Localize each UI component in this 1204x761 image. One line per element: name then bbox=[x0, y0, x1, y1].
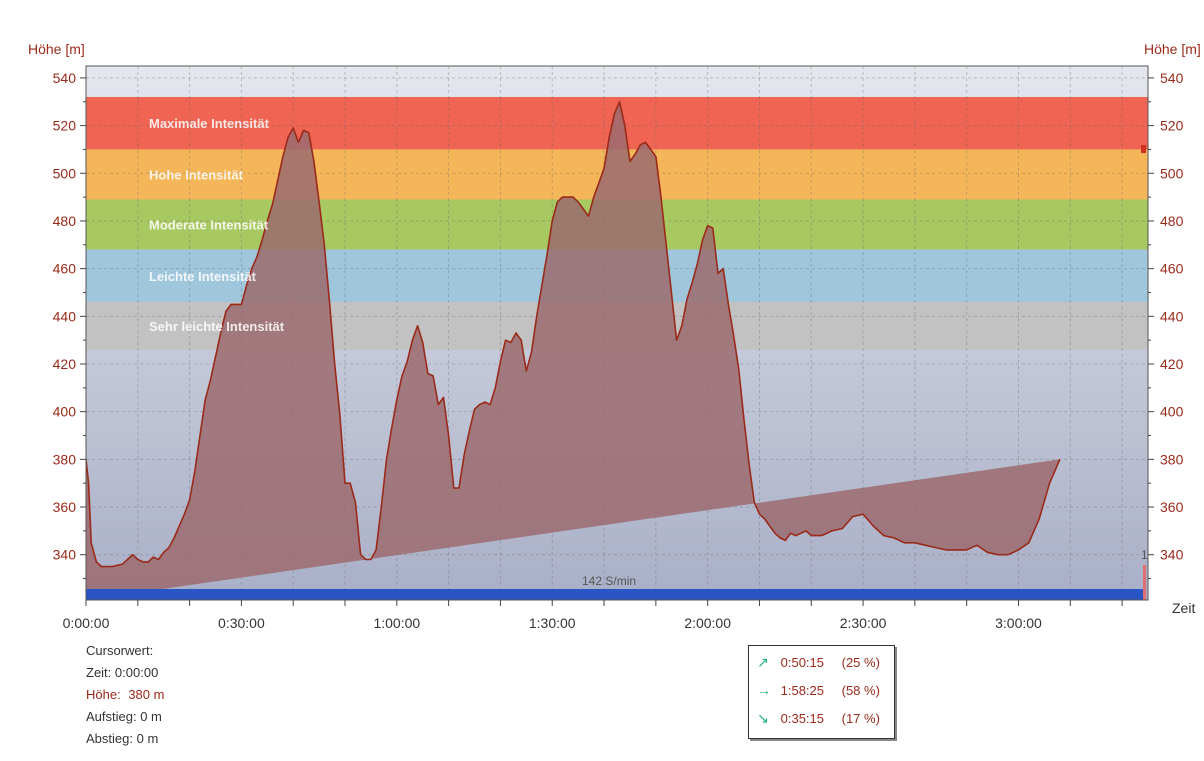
x-tick-label: 1:00:00 bbox=[373, 615, 420, 631]
stats-time: 0:35:15 bbox=[780, 711, 824, 726]
stats-percent: (17 %) bbox=[841, 711, 880, 726]
y-tick-label-right: 480 bbox=[1160, 213, 1184, 229]
y-tick-label-left: 360 bbox=[53, 499, 77, 515]
y-tick-label-left: 500 bbox=[53, 165, 77, 181]
cursor-ascent-value: 0 m bbox=[140, 709, 162, 724]
stats-time: 1:58:25 bbox=[780, 683, 824, 698]
zone-label: Hohe Intensität bbox=[149, 167, 244, 182]
y-tick-label-right: 540 bbox=[1160, 70, 1184, 86]
cursor-time-row: Zeit: 0:00:00 bbox=[86, 662, 164, 684]
cursor-ascent-label: Aufstieg: bbox=[86, 709, 137, 724]
y-tick-label-left: 460 bbox=[53, 261, 77, 277]
y-tick-label-left: 480 bbox=[53, 213, 77, 229]
cursor-value-panel: Cursorwert: Zeit: 0:00:00 Höhe: 380 m Au… bbox=[86, 640, 164, 750]
cursor-descent-label: Abstieg: bbox=[86, 731, 133, 746]
arrow-down-right-icon: ↘ bbox=[757, 710, 769, 726]
y-tick-label-left: 520 bbox=[53, 118, 77, 134]
y-tick-label-left: 380 bbox=[53, 451, 77, 467]
right-edge-marker bbox=[1141, 145, 1146, 153]
right-edge-label: 1 bbox=[1141, 548, 1148, 562]
elevation-area bbox=[86, 101, 1061, 600]
y-tick-label-left: 340 bbox=[53, 547, 77, 563]
x-tick-label: 1:30:00 bbox=[529, 615, 576, 631]
stats-time: 0:50:15 bbox=[780, 655, 824, 670]
zone-label: Leichte Intensität bbox=[149, 269, 257, 284]
y-tick-label-left: 440 bbox=[53, 308, 77, 324]
zone-label: Maximale Intensität bbox=[149, 116, 270, 131]
gradient-time-summary: ↗ 0:50:15 (25 %) → 1:58:25 (58 %) ↘ 0:35… bbox=[748, 645, 895, 739]
cursor-title: Cursorwert: bbox=[86, 643, 154, 658]
y-tick-label-right: 500 bbox=[1160, 165, 1184, 181]
y-tick-label-left: 400 bbox=[53, 404, 77, 420]
y-tick-label-right: 400 bbox=[1160, 404, 1184, 420]
y-tick-label-right: 440 bbox=[1160, 308, 1184, 324]
stats-percent: (25 %) bbox=[841, 655, 880, 670]
zone-label: Moderate Intensität bbox=[149, 218, 269, 233]
y-tick-label-left: 540 bbox=[53, 70, 77, 86]
intensity-zone-labels: Maximale Intensität Hohe Intensität Modera… bbox=[149, 116, 285, 334]
y-tick-label-right: 420 bbox=[1160, 356, 1184, 372]
cursor-descent-row: Abstieg: 0 m bbox=[86, 728, 164, 750]
cursor-ascent-row: Aufstieg: 0 m bbox=[86, 706, 164, 728]
y-tick-label-right: 380 bbox=[1160, 451, 1184, 467]
zone-label: Sehr leichte Intensität bbox=[149, 319, 285, 334]
stats-row-flat: → 1:58:25 (58 %) bbox=[757, 680, 880, 700]
plot-frame bbox=[85, 65, 1149, 601]
elevation-fill bbox=[86, 101, 1060, 600]
right-edge-cursor bbox=[1143, 565, 1146, 600]
cadence-bar: 142 S/min 1 bbox=[86, 145, 1148, 600]
cursor-time-label: Zeit: bbox=[86, 665, 112, 680]
y-tick-label-right: 520 bbox=[1160, 118, 1184, 134]
x-tick-label: 2:00:00 bbox=[684, 615, 731, 631]
x-tick-label: 3:00:00 bbox=[995, 615, 1042, 631]
x-axis-label: Zeit bbox=[1172, 600, 1195, 616]
cursor-height-row: Höhe: 380 m bbox=[86, 684, 164, 706]
cadence-label: 142 S/min bbox=[582, 574, 636, 588]
y-axis-label-right: Höhe [m] bbox=[1144, 41, 1201, 57]
cursor-time-value: 0:00:00 bbox=[114, 665, 159, 680]
arrow-right-icon: → bbox=[757, 682, 771, 698]
cadence-strip bbox=[86, 589, 1144, 600]
arrow-up-right-icon: ↗ bbox=[757, 654, 769, 670]
y-tick-label-right: 340 bbox=[1160, 547, 1184, 563]
y-tick-label-right: 360 bbox=[1160, 499, 1184, 515]
stats-row-downhill: ↘ 0:35:15 (17 %) bbox=[757, 708, 880, 728]
x-tick-label: 2:30:00 bbox=[840, 615, 887, 631]
y-tick-label-left: 420 bbox=[53, 356, 77, 372]
x-tick-label: 0:30:00 bbox=[218, 615, 265, 631]
stats-percent: (58 %) bbox=[841, 683, 880, 698]
stats-row-uphill: ↗ 0:50:15 (25 %) bbox=[757, 652, 880, 672]
x-tick-label: 0:00:00 bbox=[63, 615, 110, 631]
y-axis-label-left: Höhe [m] bbox=[28, 41, 85, 57]
elevation-line bbox=[86, 101, 1061, 568]
cursor-height-value: 380 m bbox=[128, 687, 165, 702]
cursor-height-label: Höhe: bbox=[86, 687, 121, 702]
axes: 340 340 360 360 380 380 400 400 420 420 440 440 460 4… bbox=[53, 65, 1184, 631]
cursor-descent-value: 0 m bbox=[136, 731, 159, 746]
y-tick-label-right: 460 bbox=[1160, 261, 1184, 277]
